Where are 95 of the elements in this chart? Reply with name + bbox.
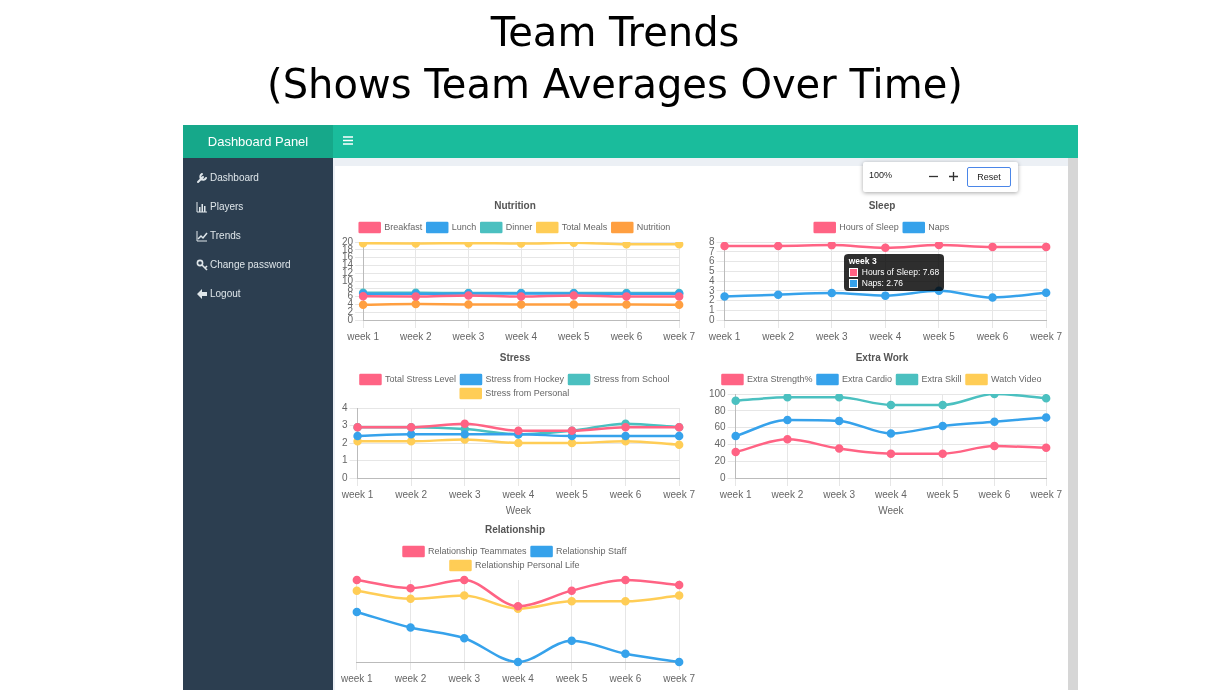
legend-label: Relationship Personal Life xyxy=(474,559,580,570)
y-tick-label: 0 xyxy=(342,471,348,483)
chart-title: Extra Work xyxy=(855,351,909,363)
annotation: Hours of Sleep: 7.68 xyxy=(861,267,940,278)
legend-label: Naps xyxy=(928,221,950,232)
legend-label: Hours of Sleep xyxy=(839,221,899,232)
y-tick-label: 80 xyxy=(714,404,727,416)
x-tick-label: week 6 xyxy=(609,330,643,342)
x-tick-label: week 1 xyxy=(718,488,752,500)
chart-title: Stress xyxy=(499,351,531,363)
x-tick-label: week 2 xyxy=(770,488,804,500)
y-tick-label: 0 xyxy=(709,313,715,325)
x-tick-label: week 2 xyxy=(394,488,428,500)
y-tick-label: 8 xyxy=(709,235,715,247)
x-tick-label: week 2 xyxy=(393,672,427,684)
legend-label: Stress from Personal xyxy=(485,387,570,398)
x-tick-label: week 1 xyxy=(346,330,380,342)
x-tick-label: week 4 xyxy=(501,488,535,500)
x-tick-label: week 6 xyxy=(608,672,642,684)
chart-title: Relationship xyxy=(484,523,546,535)
text: Players xyxy=(210,200,244,214)
x-tick-label: week 1 xyxy=(340,488,374,500)
legend-label: Relationship Staff xyxy=(556,545,627,556)
legend-label: Extra Cardio xyxy=(841,373,893,384)
x-tick-label: week 3 xyxy=(447,488,482,500)
x-tick-label: week 7 xyxy=(662,488,696,500)
y-tick-label: 3 xyxy=(709,284,715,296)
text: Trends xyxy=(210,229,241,243)
x-tick-label: week 1 xyxy=(340,672,374,684)
x-tick-label: week 2 xyxy=(761,330,795,342)
y-tick-label: 7 xyxy=(709,245,715,257)
legend-label: Nutrition xyxy=(636,221,671,232)
x-tick-label: week 2 xyxy=(398,330,433,342)
text: Dashboard Panel xyxy=(183,125,333,158)
x-axis-title: Week xyxy=(878,504,905,516)
legend-label: Stress from School xyxy=(593,373,670,384)
x-axis-title: Week xyxy=(505,504,533,516)
x-tick-label: week 4 xyxy=(501,672,535,684)
y-tick-label: 2 xyxy=(342,436,348,448)
legend-label: Extra Skill xyxy=(921,373,962,384)
legend-label: Total Stress Level xyxy=(384,373,457,384)
text: Change password xyxy=(210,258,291,272)
x-tick-label: week 5 xyxy=(925,488,959,500)
x-tick-label: week 4 xyxy=(868,330,902,342)
y-tick-label: 100 xyxy=(709,387,727,399)
x-tick-label: week 6 xyxy=(608,488,642,500)
x-tick-label: week 7 xyxy=(1029,488,1063,500)
x-tick-label: week 1 xyxy=(707,330,741,342)
x-tick-label: week 6 xyxy=(977,488,1011,500)
text: Logout xyxy=(210,287,241,301)
text: Reset xyxy=(967,167,1011,187)
x-tick-label: week 7 xyxy=(662,672,696,684)
x-tick-label: week 6 xyxy=(975,330,1009,342)
annotation: Naps: 2.76 xyxy=(861,278,903,289)
y-tick-label: 1 xyxy=(709,304,715,315)
x-tick-label: week 3 xyxy=(814,330,849,342)
chart-title: Sleep xyxy=(868,199,896,211)
y-tick-label: 5 xyxy=(709,265,715,276)
legend-label: Breakfast xyxy=(384,221,423,232)
text: Dashboard xyxy=(210,171,259,185)
x-tick-label: week 7 xyxy=(662,330,696,342)
y-tick-label: 4 xyxy=(709,274,715,286)
legend-label: Relationship Teammates xyxy=(428,545,527,556)
text: Team Trends xyxy=(489,8,741,57)
x-tick-label: week 5 xyxy=(555,488,589,500)
y-tick-label: 0 xyxy=(720,471,727,483)
x-tick-label: week 5 xyxy=(554,672,588,684)
y-tick-label: 6 xyxy=(709,255,715,267)
text: (Shows Team Averages Over Time) xyxy=(266,60,964,109)
chart-title: Nutrition xyxy=(494,199,536,211)
y-tick-label: 20 xyxy=(714,454,727,466)
x-tick-label: week 5 xyxy=(922,330,956,342)
x-tick-label: week 4 xyxy=(874,488,908,500)
legend-label: Dinner xyxy=(505,221,533,232)
legend-label: Lunch xyxy=(451,221,477,232)
y-tick-label: 1 xyxy=(342,454,348,466)
y-tick-label: 60 xyxy=(714,421,727,433)
annotation: week 3 xyxy=(848,256,878,268)
tooltip-panel: week 3 Hours of Sleep: 7.68 Naps: 2.76 xyxy=(843,254,945,292)
legend-label: Extra Strength% xyxy=(746,373,813,384)
x-tick-label: week 7 xyxy=(1029,330,1063,342)
legend-label: Total Meals xyxy=(561,221,608,232)
x-tick-label: week 4 xyxy=(504,330,538,342)
x-tick-label: week 3 xyxy=(447,672,481,684)
y-tick-label: 3 xyxy=(342,419,348,431)
text: 100% xyxy=(869,170,893,180)
x-tick-label: week 5 xyxy=(556,330,591,342)
legend-label: Stress from Hockey xyxy=(485,373,565,384)
x-tick-label: week 3 xyxy=(822,488,856,500)
y-tick-label: 0 xyxy=(347,313,354,325)
y-tick-label: 2 xyxy=(709,294,715,306)
x-tick-label: week 3 xyxy=(451,330,485,342)
legend-label: Watch Video xyxy=(991,373,1042,384)
y-tick-label: 40 xyxy=(714,438,727,450)
y-tick-label: 4 xyxy=(342,401,348,413)
